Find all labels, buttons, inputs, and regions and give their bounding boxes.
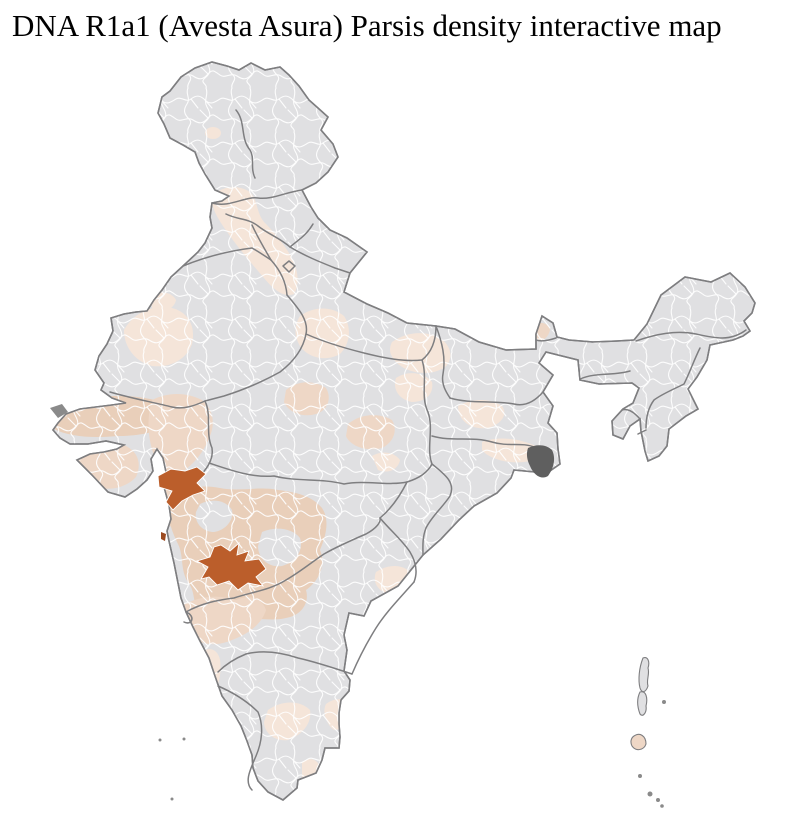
island[interactable] [647,791,653,797]
coastline-outline [51,61,756,801]
island[interactable] [158,738,162,742]
island[interactable] [660,804,664,808]
high-density-district-central[interactable] [195,541,267,591]
island[interactable] [637,691,648,716]
high-density-district-coastal-dot[interactable] [161,532,166,541]
page-title: DNA R1a1 (Avesta Asura) Parsis density i… [12,8,722,43]
island[interactable] [630,733,647,751]
river-delta-shade [526,445,555,478]
district-patch[interactable] [196,697,236,788]
district-grid-overlay [53,62,755,800]
high-density-districts [157,466,267,591]
island[interactable] [638,774,642,778]
island[interactable] [656,798,660,802]
island[interactable] [662,700,666,704]
marsh-shade [50,404,68,418]
island[interactable] [182,737,186,741]
island[interactable] [638,657,650,693]
high-density-district-west[interactable] [157,466,207,511]
island[interactable] [170,797,174,801]
islands [158,657,666,808]
